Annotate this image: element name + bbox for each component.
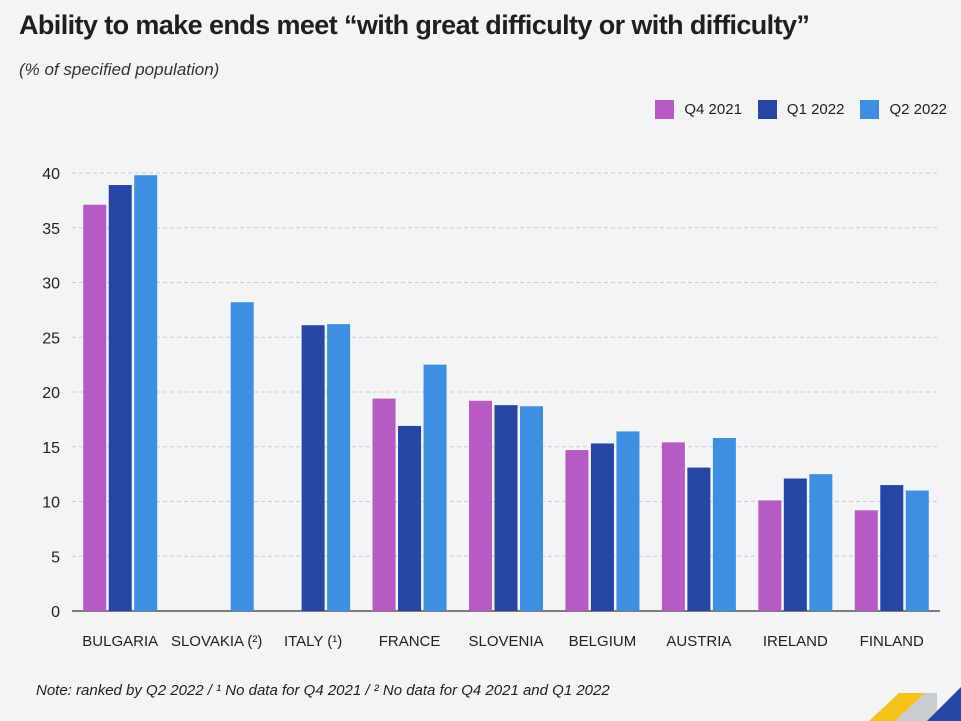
bar <box>494 405 518 611</box>
y-tick-label: 30 <box>42 276 60 293</box>
bar <box>905 490 929 611</box>
bar <box>783 478 807 611</box>
legend-swatch <box>655 100 675 119</box>
y-tick-label: 0 <box>51 604 60 621</box>
bar <box>327 324 351 611</box>
chart-legend: Q4 2021 Q1 2022 Q2 2022 <box>639 100 947 119</box>
bar <box>758 500 782 611</box>
y-tick-label: 10 <box>42 495 60 512</box>
legend-label: Q2 2022 <box>889 101 947 118</box>
x-tick-label: SLOVAKIA (²) <box>171 633 262 650</box>
bar <box>880 485 904 611</box>
bar <box>661 442 685 611</box>
brand-logo-icon <box>869 687 961 721</box>
bar <box>230 302 254 611</box>
y-tick-label: 5 <box>51 549 60 566</box>
bar <box>687 467 711 611</box>
y-tick-label: 20 <box>42 385 60 402</box>
bar <box>590 443 614 611</box>
bar <box>616 431 640 611</box>
y-tick-label: 40 <box>42 166 60 183</box>
y-tick-label: 25 <box>42 330 60 347</box>
bar <box>469 400 492 611</box>
bar <box>520 406 543 611</box>
bar <box>108 185 132 612</box>
legend-swatch <box>860 100 880 119</box>
x-tick-label: AUSTRIA <box>666 633 731 650</box>
y-tick-label: 15 <box>42 440 60 457</box>
x-tick-label: BELGIUM <box>569 633 637 650</box>
legend-item: Q2 2022 <box>860 100 947 119</box>
legend-swatch <box>757 100 777 119</box>
y-tick-label: 35 <box>42 221 60 238</box>
x-tick-label: BULGARIA <box>82 633 158 650</box>
bar <box>854 510 878 611</box>
chart-subtitle: (% of specified population) <box>19 60 220 79</box>
x-tick-label: SLOVENIA <box>468 633 543 650</box>
legend-label: Q4 2021 <box>684 101 742 118</box>
bar <box>565 450 589 611</box>
bar <box>372 398 396 611</box>
bar <box>398 425 422 611</box>
x-tick-label: FRANCE <box>379 633 441 650</box>
chart-title: Ability to make ends meet “with great di… <box>19 10 810 40</box>
bar <box>83 204 107 611</box>
bar <box>134 175 158 611</box>
bar <box>301 325 325 611</box>
x-tick-label: IRELAND <box>763 633 828 650</box>
bar <box>423 364 447 611</box>
legend-item: Q1 2022 <box>757 100 845 119</box>
chart-footnote: Note: ranked by Q2 2022 / ¹ No data for … <box>36 682 610 699</box>
x-tick-label: ITALY (¹) <box>284 633 342 650</box>
legend-label: Q1 2022 <box>786 101 845 118</box>
legend-item: Q4 2021 <box>655 100 742 119</box>
bar <box>712 437 736 611</box>
x-tick-label: FINLAND <box>860 633 924 650</box>
bar <box>809 474 833 611</box>
